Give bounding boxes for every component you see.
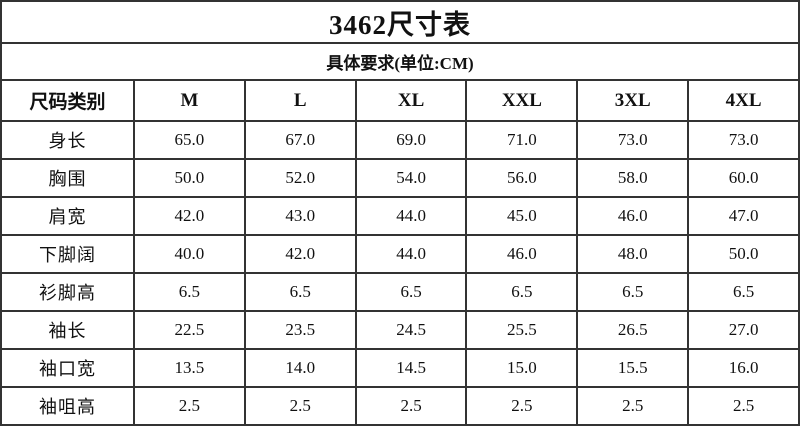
row-label: 袖咀高: [0, 386, 135, 426]
table-row-sleeve-length: 袖长 22.5 23.5 24.5 25.5 26.5 27.0: [0, 310, 800, 350]
size-value: 42.0: [243, 234, 357, 274]
size-value: 6.5: [133, 272, 246, 312]
column-header-xxl: XXL: [465, 79, 579, 122]
size-value: 26.5: [576, 310, 690, 350]
size-value: 24.5: [354, 310, 468, 350]
size-value: 50.0: [687, 234, 800, 274]
column-header-4xl: 4XL: [687, 79, 800, 122]
size-value: 46.0: [576, 196, 690, 236]
size-value: 71.0: [465, 120, 579, 160]
size-value: 13.5: [133, 348, 246, 388]
size-value: 52.0: [243, 158, 357, 198]
size-value: 2.5: [354, 386, 468, 426]
column-header-category: 尺码类别: [0, 79, 135, 122]
size-value: 14.5: [354, 348, 468, 388]
table-row-shoulder: 肩宽 42.0 43.0 44.0 45.0 46.0 47.0: [0, 196, 800, 236]
size-value: 25.5: [465, 310, 579, 350]
table-row-hem-width: 下脚阔 40.0 42.0 44.0 46.0 48.0 50.0: [0, 234, 800, 274]
row-label: 袖口宽: [0, 348, 135, 388]
table-row-body-length: 身长 65.0 67.0 69.0 71.0 73.0 73.0: [0, 120, 800, 160]
size-value: 67.0: [243, 120, 357, 160]
size-value: 6.5: [687, 272, 800, 312]
size-value: 6.5: [243, 272, 357, 312]
row-label: 肩宽: [0, 196, 135, 236]
size-value: 48.0: [576, 234, 690, 274]
size-value: 65.0: [133, 120, 246, 160]
row-label: 身长: [0, 120, 135, 160]
row-label: 下脚阔: [0, 234, 135, 274]
size-value: 16.0: [687, 348, 800, 388]
size-value: 47.0: [687, 196, 800, 236]
size-value: 6.5: [465, 272, 579, 312]
title-row: 3462尺寸表: [0, 0, 800, 44]
size-value: 2.5: [576, 386, 690, 426]
table-row-cuff-height: 袖咀高 2.5 2.5 2.5 2.5 2.5 2.5: [0, 386, 800, 426]
size-value: 15.0: [465, 348, 579, 388]
size-value: 2.5: [465, 386, 579, 426]
size-value: 6.5: [354, 272, 468, 312]
size-value: 2.5: [687, 386, 800, 426]
table-header-row: 尺码类别 M L XL XXL 3XL 4XL: [0, 79, 800, 122]
size-value: 22.5: [133, 310, 246, 350]
column-header-m: M: [133, 79, 246, 122]
row-label: 袖长: [0, 310, 135, 350]
size-value: 44.0: [354, 234, 468, 274]
size-value: 40.0: [133, 234, 246, 274]
page-title: 3462尺寸表: [0, 0, 800, 44]
size-value: 60.0: [687, 158, 800, 198]
column-header-l: L: [243, 79, 357, 122]
size-value: 56.0: [465, 158, 579, 198]
size-value: 2.5: [243, 386, 357, 426]
size-value: 23.5: [243, 310, 357, 350]
row-label: 胸围: [0, 158, 135, 198]
size-value: 15.5: [576, 348, 690, 388]
column-header-xl: XL: [354, 79, 468, 122]
size-value: 27.0: [687, 310, 800, 350]
column-header-3xl: 3XL: [576, 79, 690, 122]
table-row-cuff-width: 袖口宽 13.5 14.0 14.5 15.0 15.5 16.0: [0, 348, 800, 388]
size-value: 69.0: [354, 120, 468, 160]
table-row-chest: 胸围 50.0 52.0 54.0 56.0 58.0 60.0: [0, 158, 800, 198]
size-value: 46.0: [465, 234, 579, 274]
table-row-hem-height: 衫脚高 6.5 6.5 6.5 6.5 6.5 6.5: [0, 272, 800, 312]
table-subtitle: 具体要求(单位:CM): [0, 42, 800, 81]
size-value: 2.5: [133, 386, 246, 426]
size-value: 45.0: [465, 196, 579, 236]
size-value: 44.0: [354, 196, 468, 236]
size-value: 73.0: [576, 120, 690, 160]
row-label: 衫脚高: [0, 272, 135, 312]
size-value: 58.0: [576, 158, 690, 198]
size-value: 43.0: [243, 196, 357, 236]
size-value: 6.5: [576, 272, 690, 312]
size-value: 73.0: [687, 120, 800, 160]
size-value: 54.0: [354, 158, 468, 198]
subtitle-row: 具体要求(单位:CM): [0, 42, 800, 81]
size-value: 50.0: [133, 158, 246, 198]
size-value: 42.0: [133, 196, 246, 236]
size-value: 14.0: [243, 348, 357, 388]
